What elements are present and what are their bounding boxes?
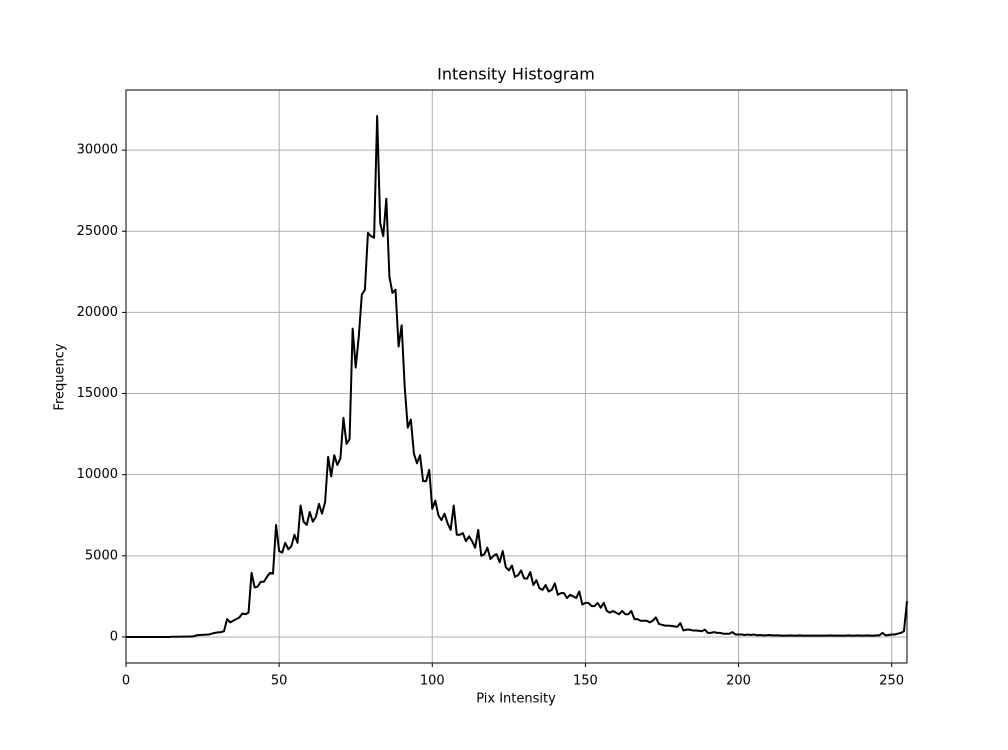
y-tick-label: 15000 (77, 386, 118, 401)
x-axis-label: Pix Intensity (476, 692, 556, 707)
chart-title: Intensity Histogram (437, 65, 595, 84)
x-tick-label: 100 (420, 674, 445, 689)
line (126, 115, 908, 638)
y-tick-label: 25000 (77, 224, 118, 239)
x-tick-label: 50 (271, 674, 288, 689)
x-tick-label: 200 (726, 674, 751, 689)
y-tick-label: 30000 (77, 143, 118, 158)
y-tick-label: 5000 (85, 548, 118, 563)
x-tick-label: 0 (122, 674, 130, 689)
y-tick-label: 10000 (77, 467, 118, 482)
y-tick-label: 0 (110, 629, 118, 644)
y-tick-label: 20000 (77, 305, 118, 320)
x-tick-label: 150 (573, 674, 598, 689)
x-tick-label: 250 (879, 674, 904, 689)
y-axis-label: Frequency (53, 343, 68, 410)
plot-frame (125, 89, 908, 664)
